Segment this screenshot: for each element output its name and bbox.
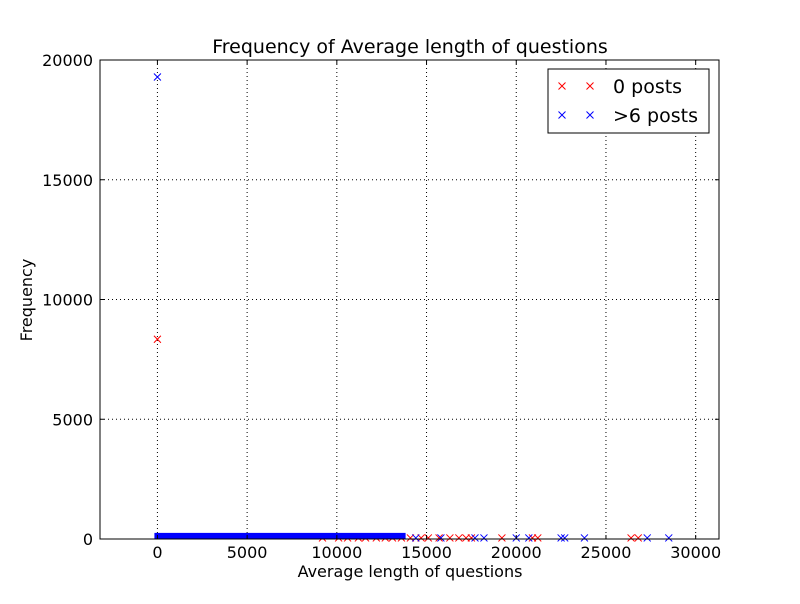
- x-tick-label: 0: [152, 543, 162, 562]
- data-point: [467, 534, 476, 542]
- data-point: [417, 534, 426, 542]
- data-point: [435, 534, 443, 542]
- legend-marker: [586, 111, 594, 119]
- x-axis-label: Average length of questions: [298, 562, 523, 581]
- x-tick-label: 20000: [491, 543, 542, 562]
- data-point: [424, 534, 433, 542]
- x-tick-label: 15000: [401, 543, 452, 562]
- series-1: [153, 73, 673, 542]
- legend-marker: [586, 82, 594, 90]
- x-tick-label: 25000: [581, 543, 632, 562]
- data-point: [446, 534, 454, 542]
- x-tick-label: 30000: [670, 543, 721, 562]
- data-point: [528, 534, 537, 542]
- legend-markers: [558, 82, 594, 119]
- legend-marker: [558, 111, 566, 119]
- chart-title: Frequency of Average length of questions: [212, 36, 608, 58]
- legend-marker: [558, 82, 566, 90]
- data-point: [153, 335, 162, 344]
- legend-label-0-posts: 0 posts: [613, 76, 682, 98]
- dense-marker-band: [154, 532, 406, 539]
- y-tick-label: 5000: [52, 410, 93, 429]
- data-point: [664, 534, 673, 542]
- data-point: [557, 534, 565, 542]
- y-tick-label: 0: [83, 530, 93, 549]
- data-point: [580, 534, 589, 542]
- data-point: [627, 534, 635, 542]
- data-point: [498, 534, 506, 542]
- data-point: [634, 534, 643, 542]
- y-tick-label: 10000: [42, 291, 93, 310]
- data-point: [471, 534, 479, 542]
- data-point: [411, 534, 420, 542]
- legend-label-6-plus-posts: >6 posts: [613, 105, 698, 127]
- data-point: [153, 73, 162, 81]
- x-tick-label: 5000: [227, 543, 268, 562]
- legend: 0 posts >6 posts: [547, 68, 710, 134]
- plot-area: 0 5000 10000 15000 20000 25000 30000 0 5000 10000…: [42, 51, 721, 562]
- data-point: [524, 534, 533, 542]
- y-axis-label: Frequency: [17, 259, 36, 342]
- data-point: [462, 534, 470, 542]
- legend-box: [547, 68, 710, 134]
- data-point: [643, 534, 652, 542]
- y-tick-label: 15000: [42, 171, 93, 190]
- data-point: [560, 534, 569, 542]
- x-tick-label: 10000: [311, 543, 362, 562]
- data-point: [533, 534, 542, 542]
- data-point: [406, 534, 415, 542]
- data-point: [437, 534, 445, 542]
- y-tick-label: 20000: [42, 51, 93, 70]
- data-point: [480, 534, 488, 542]
- data-point: [454, 534, 463, 542]
